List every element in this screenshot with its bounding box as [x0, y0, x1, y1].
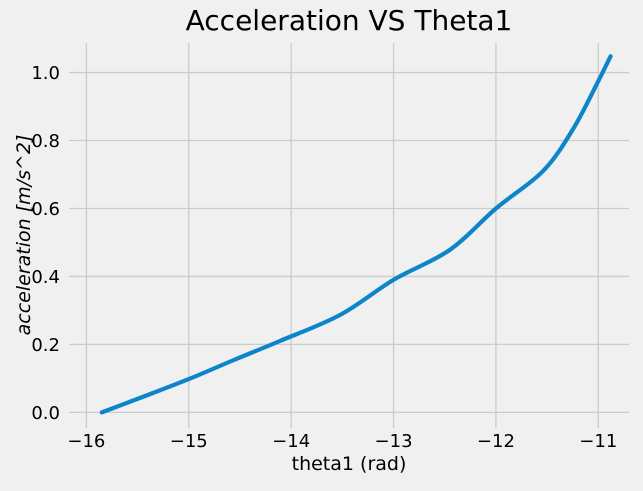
y-tick-label: 0.8 [31, 131, 60, 152]
x-tick-label: −11 [579, 431, 617, 452]
acceleration-curve [99, 54, 613, 415]
chart-title: Acceleration VS Theta1 [185, 4, 513, 37]
x-axis-label: theta1 (rad) [291, 453, 407, 475]
y-tick-label: 0.0 [31, 403, 60, 424]
x-tick-label: −15 [170, 431, 208, 452]
x-tick-label: −12 [477, 431, 515, 452]
x-tick-label: −14 [272, 431, 310, 452]
x-tick-label: −13 [375, 431, 413, 452]
y-tick-label: 1.0 [31, 63, 60, 84]
y-tick-label: 0.4 [31, 267, 60, 288]
x-tick-label: −16 [67, 431, 105, 452]
y-tick-label: 0.6 [31, 199, 60, 220]
y-tick-label: 0.2 [31, 335, 60, 356]
